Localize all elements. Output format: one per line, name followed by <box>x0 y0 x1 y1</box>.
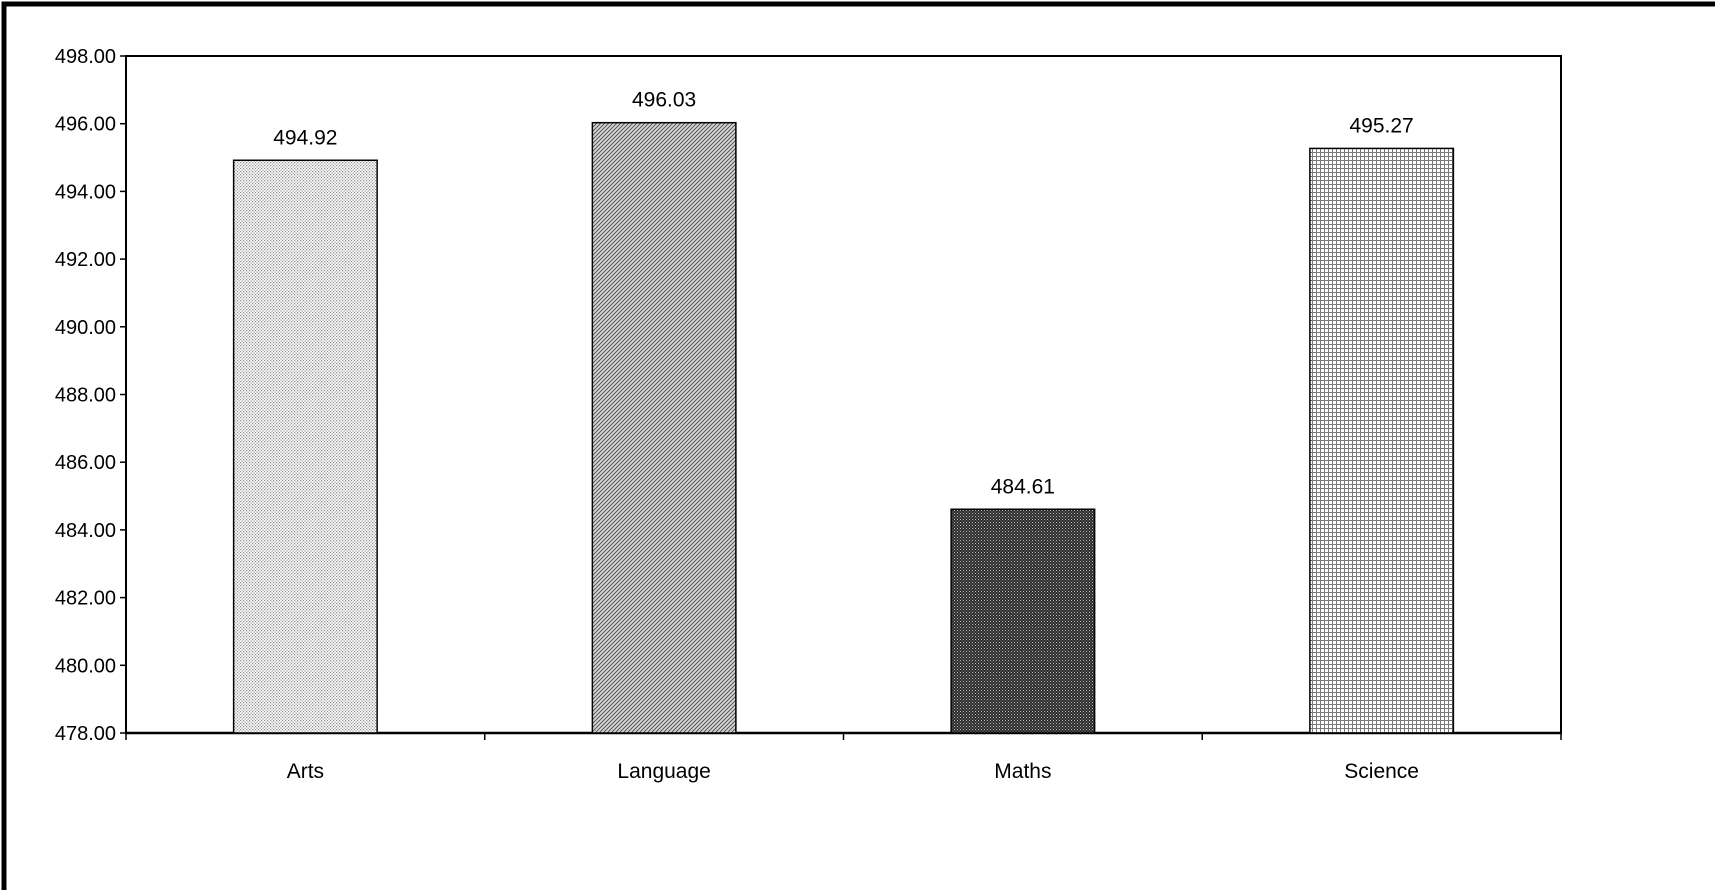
data-label-language: 496.03 <box>632 89 696 112</box>
y-tick-label: 486.00 <box>55 452 116 474</box>
bar-arts <box>232 159 378 734</box>
data-label-arts: 494.92 <box>273 126 337 149</box>
y-tick-label: 480.00 <box>55 655 116 677</box>
data-labels: 494.92 496.03 484.61 495.27 <box>273 89 1413 499</box>
bar-maths <box>950 508 1096 734</box>
y-tick-label: 490.00 <box>55 317 116 339</box>
x-tick-label: Arts <box>287 760 324 783</box>
y-axis: 478.00 480.00 482.00 484.00 486.00 488.00 490.… <box>55 46 126 745</box>
x-tick-label: Science <box>1344 760 1419 783</box>
bar-language <box>591 121 737 734</box>
data-label-maths: 484.61 <box>991 475 1055 498</box>
y-tick-label: 478.00 <box>55 723 116 745</box>
bar-science <box>1309 147 1455 734</box>
x-tick-label: Maths <box>994 760 1051 783</box>
y-tick-label: 482.00 <box>55 588 116 610</box>
data-label-science: 495.27 <box>1350 114 1414 137</box>
bar-series <box>232 121 1455 734</box>
y-tick-label: 484.00 <box>55 520 116 542</box>
y-tick-label: 492.00 <box>55 249 116 271</box>
y-tick-label: 496.00 <box>55 114 116 136</box>
y-tick-label: 494.00 <box>55 181 116 203</box>
y-tick-label: 488.00 <box>55 385 116 407</box>
y-tick-label: 498.00 <box>55 46 116 68</box>
x-tick-label: Language <box>617 760 710 783</box>
